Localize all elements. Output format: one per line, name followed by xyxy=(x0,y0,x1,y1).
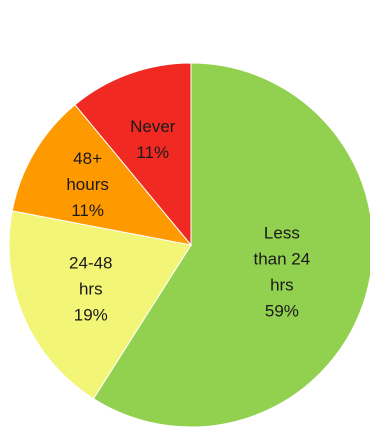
slice-label-3: 48+ hours 11% xyxy=(66,149,109,220)
slice-label-line: than 24 xyxy=(254,249,311,268)
slice-label-line: Less xyxy=(264,223,300,242)
slice-label-line: 11% xyxy=(71,201,104,220)
slice-label-line: 48+ xyxy=(73,149,102,168)
slice-label-line: 59% xyxy=(265,301,299,320)
slice-label-line: 24-48 xyxy=(69,253,112,272)
slice-label-line: 11% xyxy=(136,143,169,162)
slice-label-line: 19% xyxy=(74,305,108,324)
slice-labels: Less than 24 hrs 59%24-48 hrs 19%48+ hours 11%N… xyxy=(66,117,310,325)
slice-label-line: hours xyxy=(66,175,109,194)
slice-label-line: Never xyxy=(130,117,176,136)
pie-slice-2 xyxy=(8,210,192,400)
slice-label-line: hrs xyxy=(270,275,294,294)
pie-slices xyxy=(8,62,370,427)
slice-label-4: Never 11% xyxy=(130,117,176,162)
slice-label-1: Less than 24 hrs 59% xyxy=(254,223,311,320)
slice-label-2: 24-48 hrs 19% xyxy=(69,253,112,324)
pie-slice-3 xyxy=(11,104,193,246)
slice-label-line: hrs xyxy=(79,279,103,298)
pie-slice-4 xyxy=(74,62,192,247)
